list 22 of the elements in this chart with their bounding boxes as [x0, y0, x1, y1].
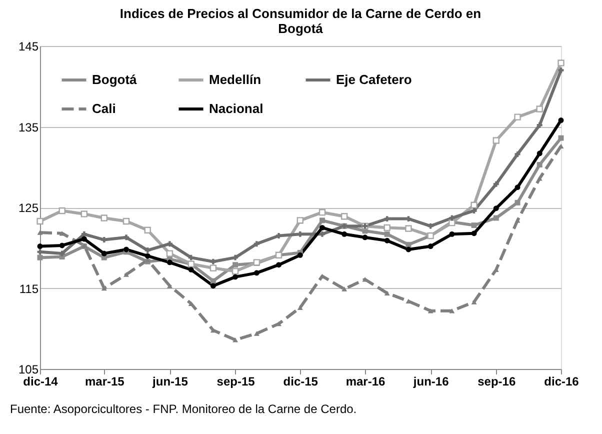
x-tick-label: mar-16	[346, 374, 386, 388]
legend-label: Bogotá	[92, 72, 138, 87]
source-note: Fuente: Asoporcicultores - FNP. Monitoreo de la Carne de Cerdo.	[10, 402, 357, 416]
x-tick-label: dic-14	[23, 374, 58, 388]
x-tick-label: jun-16	[412, 374, 450, 388]
y-tick-label: 135	[18, 120, 39, 134]
x-tick-label: sep-16	[478, 374, 516, 388]
legend-label: Nacional	[209, 101, 264, 116]
y-tick-label: 115	[19, 282, 39, 296]
y-tick-label: 105	[18, 362, 39, 376]
text: Bogotá	[278, 21, 323, 36]
legend-label: Eje Cafetero	[336, 72, 412, 87]
legend-label: Medellín	[209, 72, 262, 87]
y-tick-label: 125	[18, 201, 39, 215]
x-tick-label: mar-15	[84, 374, 125, 388]
y-tick-label: 145	[18, 40, 39, 54]
legend-label: Cali	[92, 101, 116, 116]
x-tick-label: dic-16	[544, 374, 580, 388]
x-tick-label: dic-15	[283, 374, 318, 388]
x-tick-label: jun-15	[152, 374, 188, 388]
text: Indices de Precios al Consumidor de la Carne de Cerdo en	[120, 6, 482, 21]
x-tick-label: sep-15	[216, 374, 256, 388]
